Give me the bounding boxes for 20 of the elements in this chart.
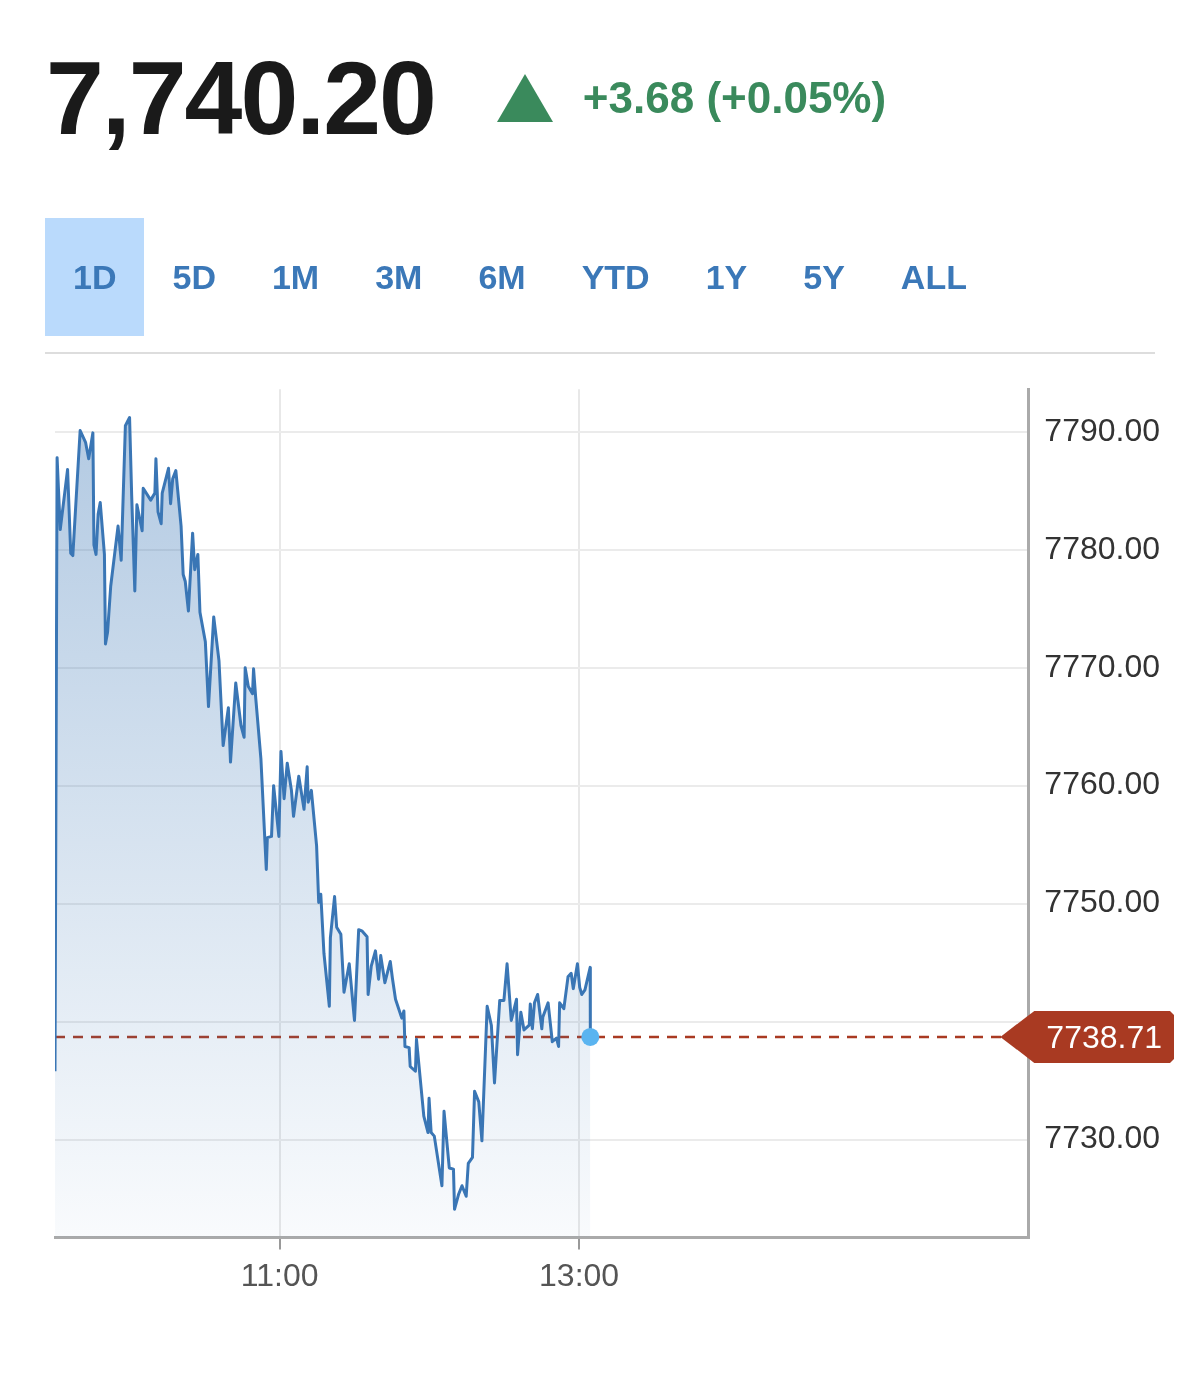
ref-line-label: 7738.71	[1046, 1018, 1162, 1055]
text: 5Y	[802, 256, 846, 298]
y-tick-label: 7750.00	[1044, 883, 1160, 920]
text: ALL	[899, 256, 968, 298]
y-tick-label: 7770.00	[1044, 647, 1160, 684]
text: 6M	[477, 256, 527, 298]
text: 1Y	[704, 256, 749, 298]
text: 1M	[270, 256, 321, 298]
text: 1D	[45, 218, 145, 336]
y-tick-label: 7760.00	[1044, 765, 1160, 802]
chart-subtitle: +3.68 (+0.05%)	[582, 73, 887, 123]
y-tick-label: 7780.00	[1044, 529, 1160, 566]
x-tick-label: 13:00	[539, 1256, 620, 1293]
text: YTD	[580, 256, 651, 298]
x-tick-label: 11:00	[240, 1256, 319, 1293]
text: 3M	[374, 256, 424, 298]
text: 5D	[171, 256, 217, 298]
y-tick-label: 7730.00	[1044, 1119, 1160, 1156]
y-tick-label: 7790.00	[1044, 411, 1160, 448]
chart-title: 7,740.20	[46, 38, 435, 158]
